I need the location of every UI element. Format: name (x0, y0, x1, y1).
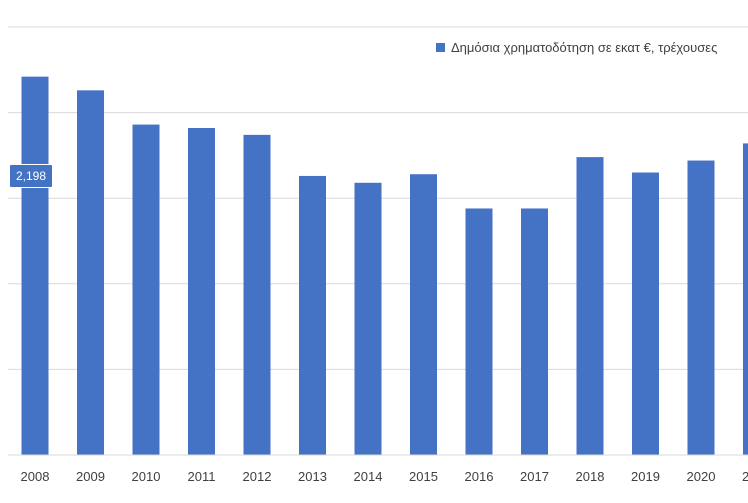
x-tick-2013: 2013 (298, 469, 327, 484)
bar-2012 (244, 135, 271, 455)
legend: Δημόσια χρηματοδότηση σε εκατ €, τρέχουσ… (436, 40, 717, 55)
bar-2010 (133, 125, 160, 455)
bar-2013 (299, 176, 326, 455)
bar-2020 (688, 161, 715, 455)
bar-2009 (77, 90, 104, 455)
x-tick-2019: 2019 (631, 469, 660, 484)
bar-2017 (521, 208, 548, 455)
x-tick-2020: 2020 (687, 469, 716, 484)
legend-label: Δημόσια χρηματοδότηση σε εκατ €, τρέχουσ… (451, 40, 717, 55)
x-tick-2018: 2018 (576, 469, 605, 484)
x-tick-2021: 2021 (742, 469, 748, 484)
x-tick-2011: 2011 (188, 469, 216, 484)
bar-2014 (355, 183, 382, 455)
bar-2008 (22, 77, 49, 455)
x-tick-2014: 2014 (354, 469, 383, 484)
x-tick-2016: 2016 (465, 469, 494, 484)
x-tick-2015: 2015 (409, 469, 438, 484)
data-label-2008: 2,198 (9, 164, 53, 188)
bar-2019 (632, 173, 659, 455)
legend-swatch (436, 43, 445, 52)
bar-2011 (188, 128, 215, 455)
bars (22, 77, 748, 455)
bar-2021 (743, 143, 748, 455)
bar-2018 (577, 157, 604, 455)
x-tick-2012: 2012 (243, 469, 272, 484)
bar-2016 (466, 208, 493, 455)
x-axis-ticks: 2008 2009 2010 2011 2012 2013 2014 2015 2016 2017… (21, 469, 748, 484)
x-tick-2008: 2008 (21, 469, 50, 484)
bar-2015 (410, 174, 437, 455)
x-tick-2009: 2009 (76, 469, 105, 484)
x-tick-2017: 2017 (520, 469, 549, 484)
x-tick-2010: 2010 (132, 469, 161, 484)
